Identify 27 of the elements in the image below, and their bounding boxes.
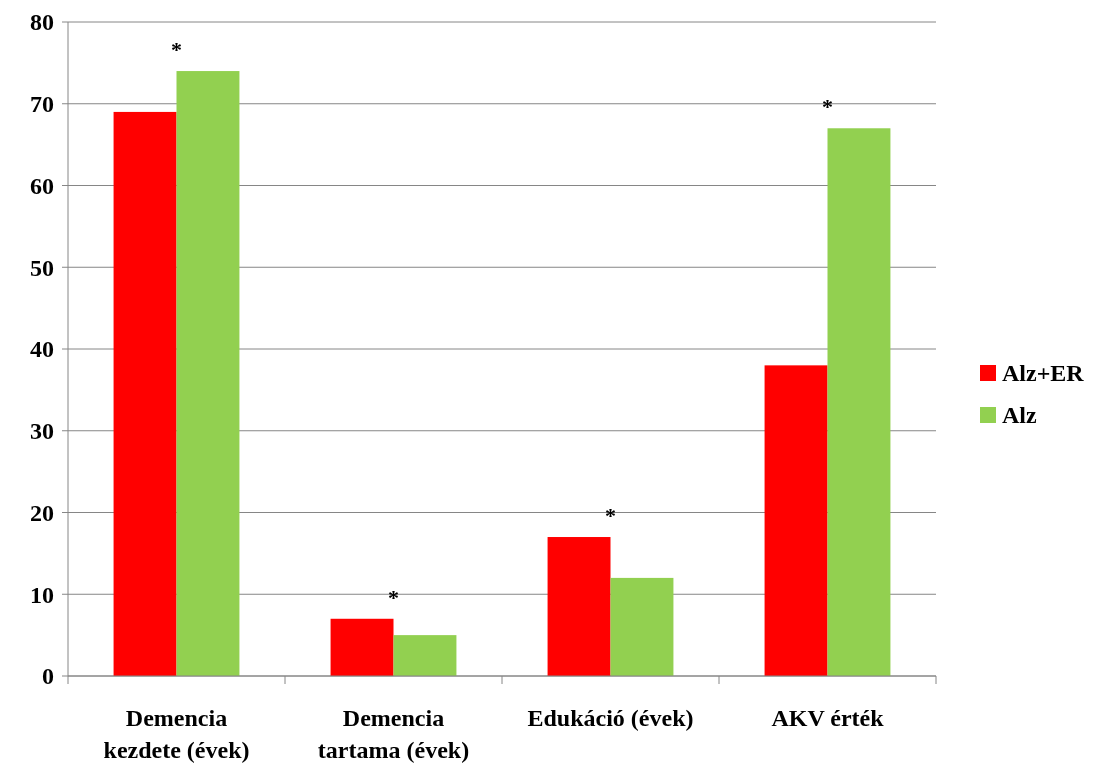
y-tick-label: 10 bbox=[30, 581, 54, 608]
annotation: * bbox=[605, 503, 616, 529]
bar bbox=[764, 365, 828, 676]
y-tick-label: 70 bbox=[30, 91, 54, 118]
y-tick-label: 80 bbox=[30, 9, 54, 36]
x-tick-label: Demencia tartama (évek) bbox=[317, 705, 470, 763]
bar bbox=[547, 537, 611, 676]
y-tick-label: 60 bbox=[30, 172, 54, 199]
x-tick-label: Demencia kezdete (évek) bbox=[103, 705, 250, 763]
y-tick-label: 50 bbox=[30, 254, 54, 281]
legend-label: Alz bbox=[1002, 402, 1037, 429]
bar bbox=[113, 111, 177, 676]
x-tick-label: Edukáció (évek) bbox=[527, 705, 694, 731]
y-tick-label: 0 bbox=[42, 663, 54, 690]
y-tick-label: 30 bbox=[30, 418, 54, 445]
bar bbox=[827, 128, 891, 676]
y-tick-label: 20 bbox=[30, 499, 54, 526]
x-tick-label: AKV érték bbox=[771, 705, 885, 731]
bar bbox=[176, 71, 240, 676]
annotation: * bbox=[171, 37, 182, 63]
bar bbox=[393, 635, 457, 676]
bar bbox=[330, 618, 394, 676]
y-tick-label: 40 bbox=[30, 336, 54, 363]
bar bbox=[610, 577, 674, 676]
legend-label: Alz+ER bbox=[1002, 360, 1085, 387]
annotation: * bbox=[388, 584, 399, 610]
annotation: * bbox=[822, 94, 833, 120]
